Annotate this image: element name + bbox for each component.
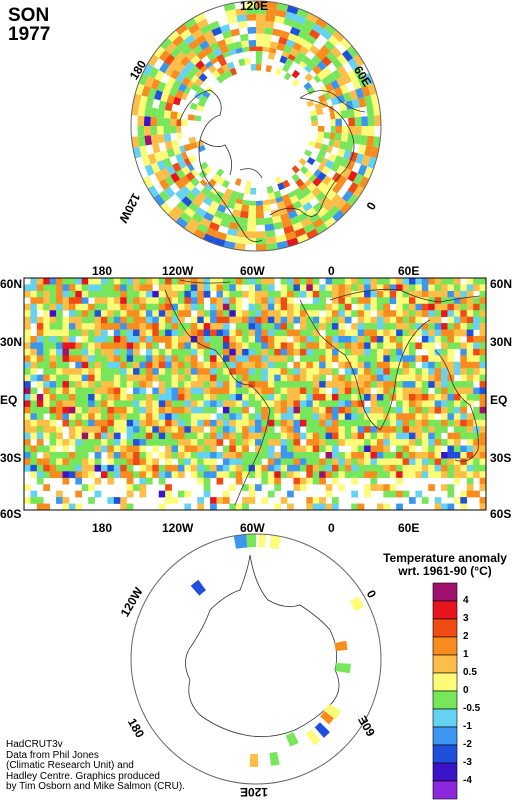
eq-bottom-60e: 60E	[398, 521, 420, 535]
legend-title-line1: Temperature anomaly	[383, 551, 507, 565]
credit-line: by Tim Osborn and Mike Salmon (CRU).	[6, 781, 185, 792]
eq-left-60n: 60N	[0, 277, 23, 291]
south-polar-map	[130, 533, 382, 785]
eq-bottom-120w: 120W	[162, 521, 194, 535]
legend-label: 0.5	[463, 667, 477, 678]
eq-right-60s: 60S	[490, 507, 512, 521]
credit-line: (Climatic Research Unit) and	[6, 760, 134, 771]
legend-title-line2: wrt. 1961-90 (°C)	[398, 564, 492, 578]
legend-label: -0.5	[463, 703, 481, 714]
legend-swatch	[432, 726, 458, 746]
legend-swatch	[432, 762, 458, 782]
credit-line: Data from Phil Jones	[6, 749, 99, 761]
eq-top-180: 180	[92, 264, 113, 278]
eq-right-30s: 30S	[490, 451, 512, 465]
legend-swatch	[432, 744, 458, 764]
legend-label: -4	[463, 775, 472, 786]
legend-swatch	[432, 690, 458, 710]
eq-right-60n: 60N	[490, 277, 512, 291]
map-title: SON 1977	[8, 6, 50, 44]
eq-right-eq: EQ	[490, 393, 508, 407]
eq-top-60e: 60E	[398, 264, 420, 278]
legend-swatch	[432, 636, 458, 656]
legend-swatch	[432, 600, 458, 620]
legend-label: 2	[463, 631, 469, 642]
credit-line: HadCRUT3v	[6, 739, 63, 750]
sp-label-120e: 120E	[240, 785, 269, 799]
legend-swatch	[432, 582, 458, 602]
legend-swatch	[432, 780, 458, 800]
season-label: SON	[8, 5, 50, 26]
year-label: 1977	[8, 24, 51, 45]
legend-swatch	[432, 708, 458, 728]
legend-swatch	[432, 654, 458, 674]
credits: HadCRUT3v Data from Phil Jones (Climatic…	[6, 739, 185, 793]
legend-label: 3	[463, 613, 469, 624]
global-map	[23, 277, 487, 511]
north-polar-map	[130, 0, 382, 252]
eq-left-eq: EQ	[0, 393, 18, 407]
eq-left-30n: 30N	[0, 335, 23, 349]
legend-swatch	[432, 672, 458, 692]
credit-line: Hadley Centre. Graphics produced	[6, 770, 160, 782]
antarctica-coastline	[185, 554, 340, 738]
legend-label: 4	[463, 595, 469, 606]
legend-swatch	[432, 618, 458, 638]
eq-bottom-60w: 60W	[240, 521, 265, 535]
eq-bottom-0: 0	[328, 521, 335, 535]
eq-bottom-180: 180	[92, 521, 113, 535]
eq-left-30s: 30S	[0, 451, 22, 465]
eq-right-30n: 30N	[490, 335, 512, 349]
eq-top-0: 0	[328, 264, 335, 278]
eq-top-120w: 120W	[162, 264, 194, 278]
eq-top-60w: 60W	[240, 264, 265, 278]
legend-title: Temperature anomaly wrt. 1961-90 (°C)	[375, 552, 512, 578]
eq-left-60s: 60S	[0, 507, 22, 521]
legend-label: 1	[463, 649, 469, 660]
legend-label: 0	[463, 685, 469, 696]
legend-label: -3	[463, 757, 472, 768]
legend-label: -1	[463, 721, 472, 732]
legend-label: -2	[463, 739, 472, 750]
color-legend	[432, 582, 458, 800]
global-coastline	[164, 279, 481, 506]
north-coastline	[179, 89, 366, 243]
np-label-120e: 120E	[240, 0, 269, 13]
